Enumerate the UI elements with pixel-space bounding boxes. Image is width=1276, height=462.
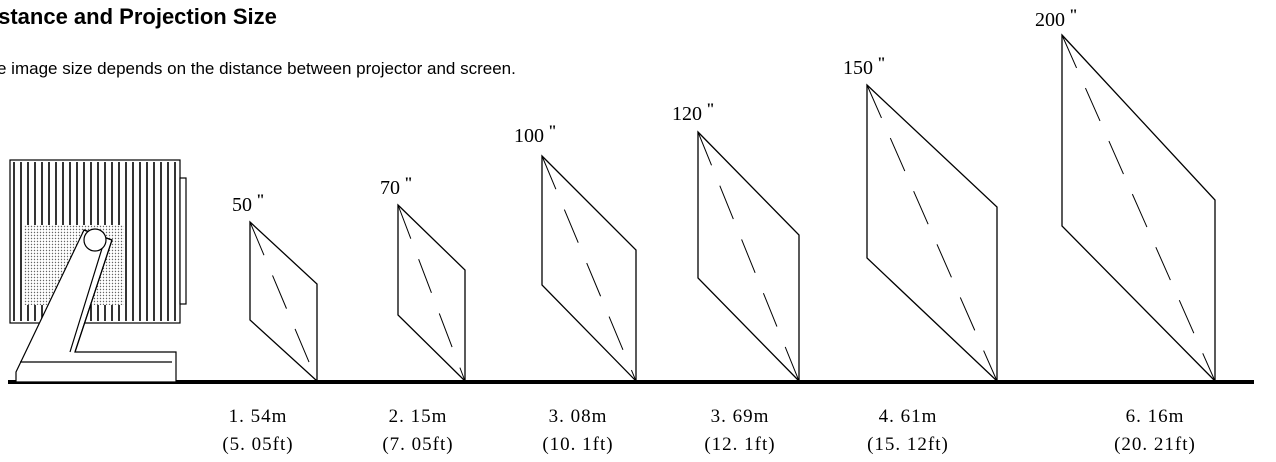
- screen-70: 70 " 2. 15m (7. 05ft): [380, 175, 466, 455]
- screen-50: 50 " 1. 54m (5. 05ft): [222, 192, 318, 455]
- screen-size-label: 50 ": [232, 192, 265, 216]
- screen-size-label: 100 ": [514, 123, 557, 147]
- distance-feet: (5. 05ft): [222, 434, 293, 455]
- page-title: istance and Projection Size: [0, 4, 277, 29]
- screen-size-label: 150 ": [843, 55, 886, 79]
- distance-meters: 4. 61m: [879, 406, 938, 427]
- screen-120: 120 " 3. 69m (12. 1ft): [672, 101, 800, 455]
- distance-feet: (12. 1ft): [704, 434, 775, 455]
- screen-150: 150 " 4. 61m (15. 12ft): [843, 55, 998, 455]
- distance-meters: 3. 08m: [549, 406, 608, 427]
- screen-diagonal: [1061, 34, 1216, 382]
- distance-meters: 1. 54m: [229, 406, 288, 427]
- distance-meters: 6. 16m: [1126, 406, 1185, 427]
- distance-feet: (15. 12ft): [867, 434, 949, 455]
- projector-icon: [9, 159, 187, 383]
- screen-size-label: 120 ": [672, 101, 715, 125]
- screen-200: 200 " 6. 16m (20. 21ft): [1035, 7, 1216, 455]
- screen-size-label: 70 ": [380, 175, 413, 199]
- screen-diagonal: [397, 204, 466, 382]
- distance-feet: (10. 1ft): [542, 434, 613, 455]
- distance-meters: 2. 15m: [389, 406, 448, 427]
- screen-diagonal: [541, 155, 637, 382]
- distance-meters: 3. 69m: [711, 406, 770, 427]
- screen-diagonal: [697, 131, 800, 382]
- screen-size-label: 200 ": [1035, 7, 1078, 31]
- screen-diagonal: [249, 221, 318, 382]
- screen-100: 100 " 3. 08m (10. 1ft): [514, 123, 637, 455]
- distance-feet: (20. 21ft): [1114, 434, 1196, 455]
- distance-feet: (7. 05ft): [382, 434, 453, 455]
- page-subtitle: e image size depends on the distance bet…: [0, 59, 516, 78]
